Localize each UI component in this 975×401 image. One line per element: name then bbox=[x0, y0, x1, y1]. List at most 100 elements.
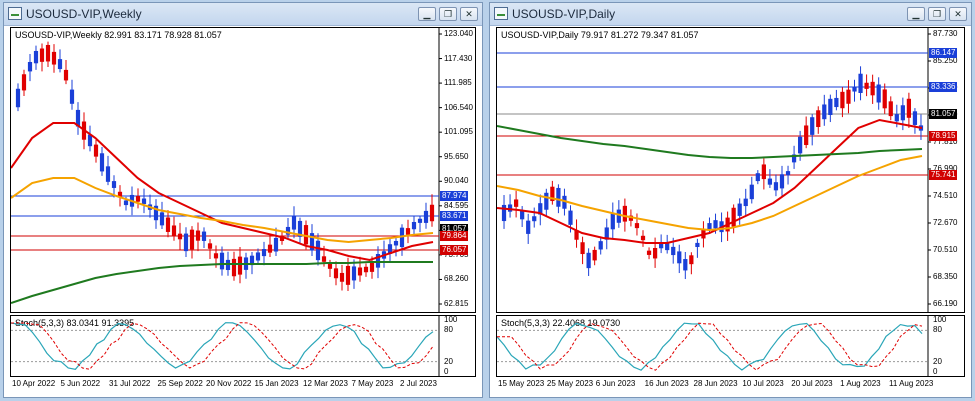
time-axis-label: 31 Jul 2022 bbox=[109, 379, 151, 388]
candle-body bbox=[840, 91, 845, 109]
candle-body bbox=[117, 191, 123, 197]
candle-body bbox=[773, 182, 779, 191]
stoch-header: Stoch(5,3,3) 83.0341 91.3395 bbox=[15, 318, 135, 328]
stochastic-pane[interactable]: Stoch(5,3,3) 22.4068 19.0730 100 80 20 0 bbox=[496, 315, 965, 377]
candle-body bbox=[345, 265, 351, 285]
candle-body bbox=[640, 235, 646, 241]
candle-body bbox=[99, 153, 105, 172]
price-plot bbox=[11, 28, 442, 312]
candle-body bbox=[834, 97, 839, 108]
candle-body bbox=[51, 51, 57, 65]
candle-body bbox=[737, 203, 742, 216]
chart-window-icon bbox=[494, 7, 508, 20]
stoch-axis-label: 20 bbox=[444, 356, 453, 366]
candle-body bbox=[273, 237, 279, 252]
candle-body bbox=[743, 198, 748, 207]
candle-body bbox=[610, 213, 615, 230]
price-tag: 81.057 bbox=[929, 109, 958, 119]
candle-body bbox=[646, 250, 652, 255]
candle-body bbox=[105, 166, 111, 182]
stoch-axis-label: 20 bbox=[933, 356, 942, 366]
candle-body bbox=[550, 186, 555, 202]
stoch-main-line bbox=[11, 322, 434, 370]
ma-slow-line bbox=[497, 125, 923, 159]
close-icon: ✕ bbox=[954, 9, 962, 19]
price-plot bbox=[497, 28, 931, 312]
daily-chart-window[interactable]: USOUSD-VIP,Daily ▁ ❐ ✕ USOUSD-VIP,Daily … bbox=[489, 2, 972, 398]
chart-header: USOUSD-VIP,Weekly 82.991 83.171 78.928 8… bbox=[15, 30, 222, 40]
candle-body bbox=[707, 223, 712, 231]
candle-body bbox=[249, 255, 255, 266]
candle-body bbox=[538, 203, 543, 215]
candle-body bbox=[507, 204, 513, 212]
candle-body bbox=[63, 69, 69, 81]
price-chart-pane[interactable]: USOUSD-VIP,Weekly 82.991 83.171 78.928 8… bbox=[10, 27, 476, 313]
candle-body bbox=[183, 233, 189, 252]
restore-icon: ❐ bbox=[932, 9, 942, 19]
restore-button[interactable]: ❐ bbox=[928, 7, 946, 21]
minimize-button[interactable]: ▁ bbox=[418, 7, 436, 21]
candle-body bbox=[27, 61, 33, 72]
candle-body bbox=[767, 178, 773, 185]
candle-body bbox=[616, 209, 621, 223]
stochastic-pane[interactable]: Stoch(5,3,3) 83.0341 91.3395 100 80 20 0 bbox=[10, 315, 476, 377]
candle-body bbox=[544, 192, 549, 210]
candle-body bbox=[592, 249, 597, 261]
candle-body bbox=[888, 101, 893, 117]
time-axis-label: 10 Jul 2023 bbox=[742, 379, 784, 388]
weekly-chart-window[interactable]: USOUSD-VIP,Weekly ▁ ❐ ✕ USOUSD-VIP,Weekl… bbox=[3, 2, 483, 398]
time-axis: 15 May 2023 25 May 2023 6 Jun 2023 16 Jun 2… bbox=[496, 379, 965, 393]
candle-body bbox=[906, 98, 912, 118]
candle-body bbox=[683, 259, 688, 271]
ma-mid-line bbox=[11, 177, 434, 244]
candle-body bbox=[165, 217, 171, 232]
candle-body bbox=[297, 220, 303, 237]
candle-body bbox=[568, 210, 573, 225]
close-button[interactable]: ✕ bbox=[949, 7, 967, 21]
price-tag: 81.057 bbox=[440, 224, 469, 234]
price-axis-label: 101.095 bbox=[444, 127, 473, 137]
price-axis-label: 74.510 bbox=[933, 191, 958, 200]
time-axis-label: 6 Jun 2023 bbox=[595, 379, 636, 388]
price-tag: 87.974 bbox=[440, 191, 469, 201]
price-tag: 83.336 bbox=[929, 82, 958, 92]
price-tag: 86.147 bbox=[929, 48, 958, 58]
time-axis-label: 25 Sep 2022 bbox=[157, 379, 203, 388]
candle-body bbox=[75, 109, 81, 127]
stoch-plot bbox=[497, 316, 929, 376]
candle-body bbox=[171, 225, 177, 236]
candle-body bbox=[604, 227, 609, 240]
price-axis-label: 77.810 bbox=[933, 137, 958, 146]
window-titlebar[interactable]: USOUSD-VIP,Weekly ▁ ❐ ✕ bbox=[4, 3, 482, 26]
candle-body bbox=[195, 230, 201, 241]
stoch-signal-line bbox=[497, 322, 923, 371]
candle-body bbox=[659, 243, 664, 249]
time-axis-label: 2 Jul 2023 bbox=[400, 379, 437, 388]
candle-body bbox=[57, 59, 63, 70]
candle-body bbox=[749, 184, 754, 200]
candle-body bbox=[213, 253, 219, 259]
candle-body bbox=[677, 251, 682, 264]
stoch-axis-label: 80 bbox=[444, 325, 453, 335]
candle-body bbox=[574, 230, 579, 240]
minimize-button[interactable]: ▁ bbox=[907, 7, 925, 21]
candle-body bbox=[309, 233, 315, 251]
candle-body bbox=[695, 242, 700, 248]
candle-body bbox=[846, 89, 851, 104]
price-axis-label: 90.040 bbox=[444, 176, 469, 186]
candle-body bbox=[255, 252, 261, 261]
time-axis-label: 12 Mar 2023 bbox=[303, 379, 348, 388]
price-axis-label: 70.510 bbox=[933, 245, 958, 254]
restore-button[interactable]: ❐ bbox=[439, 7, 457, 21]
close-button[interactable]: ✕ bbox=[460, 7, 478, 21]
candle-body bbox=[111, 181, 117, 188]
candle-body bbox=[810, 117, 815, 135]
window-title: USOUSD-VIP,Daily bbox=[512, 7, 616, 21]
window-titlebar[interactable]: USOUSD-VIP,Daily ▁ ❐ ✕ bbox=[490, 3, 971, 26]
candle-body bbox=[755, 173, 760, 182]
time-axis-label: 1 Aug 2023 bbox=[840, 379, 881, 388]
time-axis-label: 20 Nov 2022 bbox=[206, 379, 252, 388]
price-chart-pane[interactable]: USOUSD-VIP,Daily 79.917 81.272 79.347 81… bbox=[496, 27, 965, 313]
price-axis-label: 62.815 bbox=[444, 299, 469, 308]
stoch-axis-label: 0 bbox=[444, 367, 449, 376]
